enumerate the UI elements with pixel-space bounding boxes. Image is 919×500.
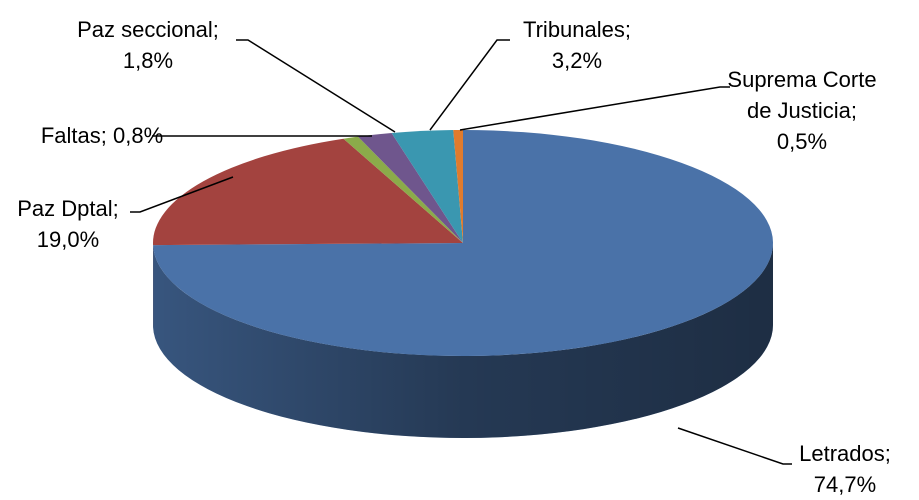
value-label: 1,8% — [122, 48, 174, 73]
leader-line — [429, 39, 510, 131]
data-label: Tribunales; 3,2% — [512, 14, 642, 76]
slice-side-shade — [153, 243, 774, 439]
leader-line — [236, 39, 396, 133]
slice — [153, 130, 774, 356]
value-label: 0,8% — [113, 123, 164, 148]
slice — [357, 133, 463, 243]
category-label: Tribunales; — [522, 17, 631, 42]
slice — [343, 136, 463, 243]
slice — [453, 130, 463, 243]
data-label: Letrados; 74,7% — [785, 438, 905, 500]
value-label: 0,5% — [776, 129, 828, 154]
category-label: Paz seccional; — [77, 17, 219, 42]
leader-line — [459, 86, 730, 131]
data-label: Paz seccional; 1,8% — [58, 14, 238, 76]
category-label: Paz Dptal; — [17, 196, 119, 221]
category-label: Letrados; — [799, 441, 891, 466]
category-label: Faltas; — [40, 123, 107, 148]
data-label: Paz Dptal; 19,0% — [3, 193, 133, 255]
leader-line — [677, 427, 792, 465]
slice — [153, 138, 463, 246]
value-label: 19,0% — [36, 227, 100, 252]
slice — [391, 130, 463, 243]
category-label: Suprema Corte de Justicia; — [727, 67, 877, 123]
data-label: Faltas; 0,8% — [2, 120, 202, 151]
value-label: 74,7% — [813, 472, 877, 497]
data-label: Suprema Corte de Justicia; 0,5% — [722, 64, 882, 157]
value-label: 3,2% — [551, 48, 603, 73]
leader-line — [130, 176, 234, 213]
